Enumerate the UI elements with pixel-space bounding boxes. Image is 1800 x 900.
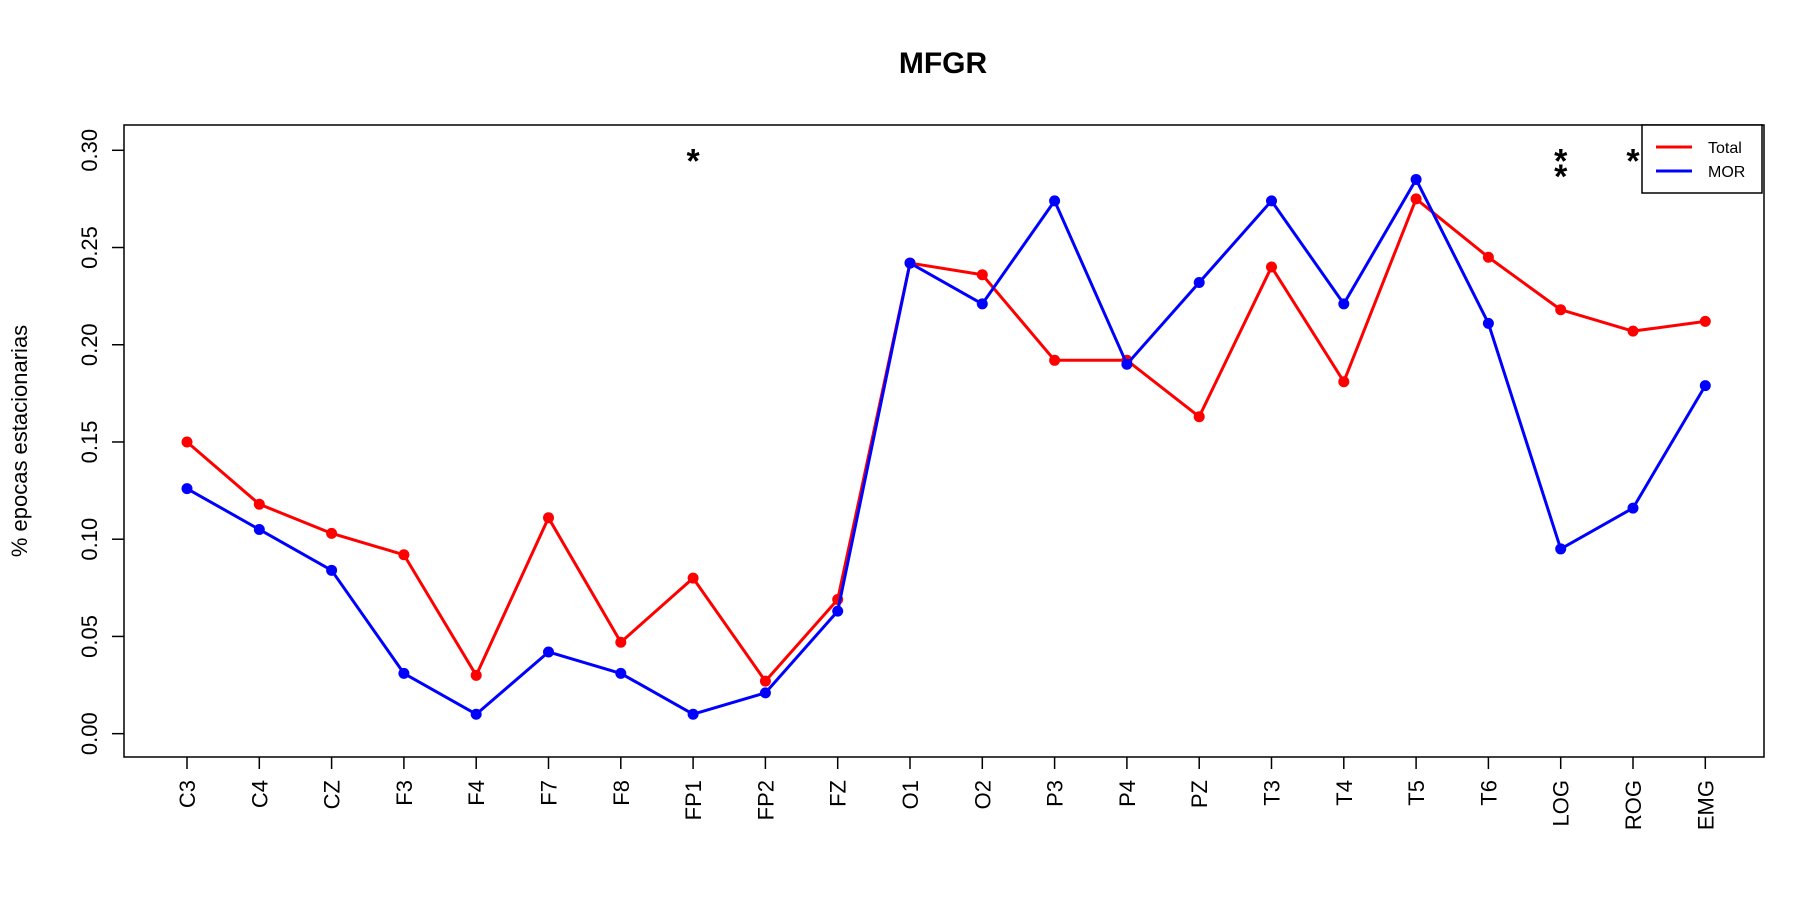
- chart-title: MFGR: [899, 47, 988, 80]
- significance-marker: *: [686, 142, 700, 180]
- series-layer: [181, 173, 1711, 720]
- y-tick-label: 0.20: [77, 323, 102, 366]
- x-tick-label: FP1: [681, 780, 706, 820]
- y-tick-label: 0.10: [77, 518, 102, 561]
- y-axis: 0.00 0.05 0.10 0.15 0.20 0.25 0.30: [77, 129, 124, 755]
- data-point-mor: [759, 687, 771, 699]
- y-axis-label: % epocas estacionarias: [7, 325, 32, 557]
- plot-frame: [123, 124, 1765, 758]
- data-point-mor: [1627, 502, 1639, 514]
- data-point-mor: [326, 564, 338, 576]
- x-tick-label: P4: [1115, 780, 1140, 807]
- data-point-mor: [904, 257, 916, 269]
- data-point-mor: [976, 298, 988, 310]
- y-tick-label: 0.15: [77, 421, 102, 464]
- data-point-total: [615, 636, 627, 648]
- data-point-total: [253, 498, 265, 510]
- legend-label-total: Total: [1708, 140, 1742, 157]
- data-point-mor: [1482, 317, 1494, 329]
- x-tick-label: O1: [898, 780, 923, 809]
- x-tick-label: CZ: [320, 780, 345, 809]
- x-tick-label: T5: [1404, 780, 1429, 806]
- data-point-total: [398, 549, 410, 561]
- data-point-total: [326, 527, 338, 539]
- x-tick-label: F7: [537, 780, 562, 806]
- y-tick-label: 0.05: [77, 615, 102, 658]
- x-tick-label: T6: [1476, 780, 1501, 806]
- data-point-mor: [1410, 173, 1422, 185]
- data-point-total: [759, 675, 771, 687]
- data-point-mor: [615, 667, 627, 679]
- data-point-mor: [181, 483, 193, 495]
- data-point-total: [1338, 376, 1350, 388]
- series-total: [181, 193, 1711, 687]
- data-point-mor: [543, 646, 554, 658]
- data-point-total: [1266, 261, 1277, 273]
- x-tick-label: T3: [1260, 780, 1285, 806]
- x-tick-label: EMG: [1693, 780, 1718, 830]
- annotation-layer: * ** *: [686, 142, 1640, 196]
- x-tick-label: LOG: [1549, 780, 1574, 826]
- data-point-mor: [1121, 358, 1133, 370]
- x-tick-label: O2: [970, 780, 995, 809]
- series-mor: [181, 173, 1711, 720]
- significance-marker: *: [1554, 142, 1568, 180]
- y-tick-label: 0.25: [77, 226, 102, 269]
- data-point-total: [1049, 354, 1061, 366]
- x-tick-label: C4: [247, 780, 272, 808]
- legend-box: [1641, 124, 1763, 194]
- x-tick-label: T4: [1332, 780, 1357, 806]
- x-tick-label: F4: [464, 780, 489, 806]
- data-point-total: [1193, 411, 1205, 423]
- legend-label-mor: MOR: [1708, 164, 1745, 181]
- data-point-total: [181, 436, 193, 448]
- data-point-mor: [687, 708, 699, 720]
- data-point-mor: [1266, 195, 1277, 207]
- x-tick-label: C3: [175, 780, 200, 808]
- data-point-mor: [832, 605, 844, 617]
- x-tick-label: P3: [1043, 780, 1068, 807]
- data-point-mor: [253, 523, 265, 535]
- x-axis: C3 C4 CZ F3 F4 F7 F8 FP1 FP2 FZ O1 O2 P3 P4 PZ T3 T4 T5 T6…: [175, 757, 1718, 830]
- x-tick-label: F3: [392, 780, 417, 806]
- legend: Total MOR: [1641, 124, 1763, 194]
- data-point-total: [687, 572, 699, 584]
- data-point-total: [1555, 304, 1567, 316]
- data-point-total: [1482, 251, 1494, 263]
- data-point-total: [470, 669, 482, 681]
- data-point-mor: [1555, 543, 1567, 555]
- data-point-mor: [470, 708, 482, 720]
- y-tick-label: 0.30: [77, 129, 102, 172]
- series-line-mor: [186, 177, 1707, 716]
- data-point-total: [1699, 315, 1711, 327]
- data-point-mor: [1049, 195, 1061, 207]
- x-tick-label: F8: [609, 780, 634, 806]
- data-point-mor: [1699, 380, 1711, 392]
- data-point-total: [543, 512, 554, 524]
- data-point-total: [1410, 193, 1422, 205]
- x-tick-label: FP2: [753, 780, 778, 820]
- data-point-total: [976, 269, 988, 281]
- data-point-mor: [1338, 298, 1350, 310]
- x-tick-label: FZ: [826, 780, 851, 807]
- x-tick-label: PZ: [1187, 780, 1212, 808]
- data-point-mor: [1193, 277, 1205, 289]
- series-line-total: [186, 197, 1706, 683]
- data-point-total: [1627, 325, 1639, 337]
- significance-marker: *: [1626, 142, 1640, 180]
- data-point-mor: [398, 667, 410, 679]
- x-tick-label: ROG: [1621, 780, 1646, 830]
- y-tick-label: 0.00: [77, 712, 102, 755]
- significance-marker: *: [1554, 158, 1568, 196]
